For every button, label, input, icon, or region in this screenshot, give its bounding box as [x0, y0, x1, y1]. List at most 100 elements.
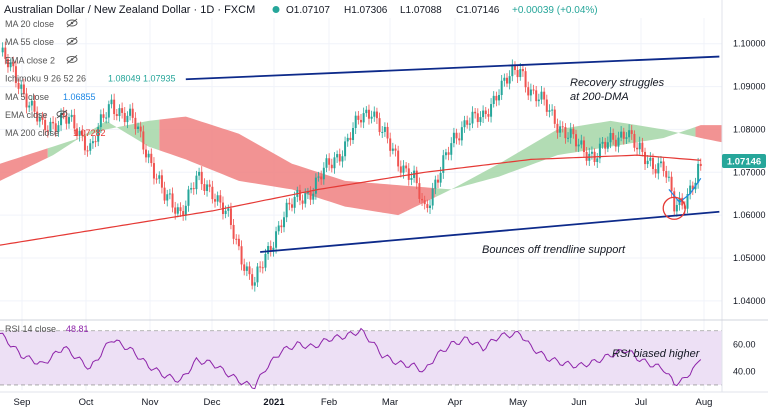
candle-body: [211, 186, 214, 200]
candle-body: [134, 117, 137, 130]
trendlines: [185, 55, 720, 253]
eye-slash: [66, 55, 78, 64]
candle-body: [601, 141, 604, 144]
candle-body: [99, 114, 102, 128]
ohlc-close: C1.07146: [456, 5, 500, 16]
candle-body: [370, 116, 373, 119]
candle-body: [421, 198, 424, 201]
candle-body: [622, 131, 625, 139]
candle-body: [206, 184, 209, 191]
candle-body: [665, 171, 668, 178]
legend-label: MA 20 close: [5, 19, 54, 29]
candle-body: [78, 130, 81, 136]
candle-body: [280, 225, 283, 228]
candle-body: [434, 179, 437, 189]
candle-body: [349, 137, 352, 141]
legend-value: 1.07282: [73, 128, 106, 138]
candle-body: [126, 115, 129, 123]
last-price-badge: [722, 154, 766, 168]
candle-body: [577, 144, 580, 147]
candle-body: [330, 164, 333, 169]
candle-body: [259, 266, 262, 268]
candle-body: [57, 125, 60, 132]
candle-body: [219, 195, 222, 203]
candle-body: [442, 155, 445, 173]
candle-body: [500, 80, 503, 96]
candle-body: [277, 225, 280, 232]
candle-body: [131, 108, 134, 118]
candle-body: [691, 185, 694, 190]
candle-body: [354, 115, 357, 129]
candle-body: [65, 115, 68, 124]
annotation-bounce: Bounces off trendline support: [482, 244, 626, 256]
candle-body: [105, 117, 108, 119]
candle-body: [468, 123, 471, 125]
candle-body: [28, 105, 31, 108]
x-tick-label: Mar: [382, 397, 398, 408]
candle-body: [689, 185, 692, 195]
candle-body: [267, 246, 270, 254]
candle-body: [429, 205, 432, 208]
candle-body: [341, 156, 344, 162]
candle-body: [636, 147, 639, 150]
candle-body: [670, 176, 673, 192]
candle-body: [256, 266, 259, 283]
candle-body: [405, 165, 408, 169]
candle-body: [6, 58, 9, 68]
candle-body: [251, 274, 254, 286]
candle-body: [174, 207, 177, 214]
indicator-legend[interactable]: MA 20 close MA 55 close EMA close 2 Ichimok…: [5, 18, 176, 138]
candle-body: [463, 120, 466, 128]
candle-body: [503, 77, 506, 81]
candle-body: [498, 95, 501, 101]
candle-body: [83, 135, 86, 151]
candle-body: [561, 126, 564, 128]
candle-body: [184, 205, 187, 216]
candle-body: [301, 200, 304, 204]
candle-body: [150, 153, 153, 164]
candlesticks: [1, 41, 702, 292]
candle-body: [17, 82, 20, 89]
eye-outline: [66, 37, 78, 45]
candle-body: [166, 194, 169, 201]
candle-body: [495, 95, 498, 101]
candle-body: [60, 112, 63, 126]
candle-body: [243, 264, 246, 271]
rsi-band: [0, 330, 722, 385]
candle-body: [394, 148, 397, 151]
market-status-dot: [272, 6, 280, 13]
candle-body: [269, 246, 272, 252]
candle-body: [490, 104, 493, 117]
candle-body: [70, 114, 73, 118]
candle-body: [147, 153, 150, 158]
candle-body: [123, 112, 126, 123]
ohlc-low: L1.07088: [400, 5, 442, 16]
candle-body: [686, 194, 689, 209]
candle-body: [9, 62, 12, 68]
x-tick-label: Sep: [14, 397, 31, 408]
legend-value: 1.08049 1.07935: [108, 74, 176, 84]
eye-slash: [66, 36, 78, 46]
candle-body: [245, 266, 248, 271]
candle-body: [423, 200, 426, 205]
candle-body: [649, 157, 652, 161]
candle-body: [110, 99, 113, 105]
candle-body: [38, 117, 41, 122]
candle-body: [36, 111, 39, 122]
candle-body: [612, 132, 615, 140]
candle-body: [540, 91, 543, 100]
cloud-bear: [0, 148, 48, 181]
candle-body: [360, 119, 362, 123]
candle-body: [535, 90, 538, 102]
candle-body: [41, 117, 44, 120]
legend-label: MA 55 close: [5, 37, 54, 47]
candle-body: [511, 64, 514, 77]
eye-outline: [66, 55, 78, 63]
candle-body: [52, 121, 55, 124]
candle-body: [176, 207, 179, 214]
eye-off-icon: [66, 36, 78, 46]
candle-body: [365, 109, 368, 114]
candle-body: [582, 140, 585, 152]
